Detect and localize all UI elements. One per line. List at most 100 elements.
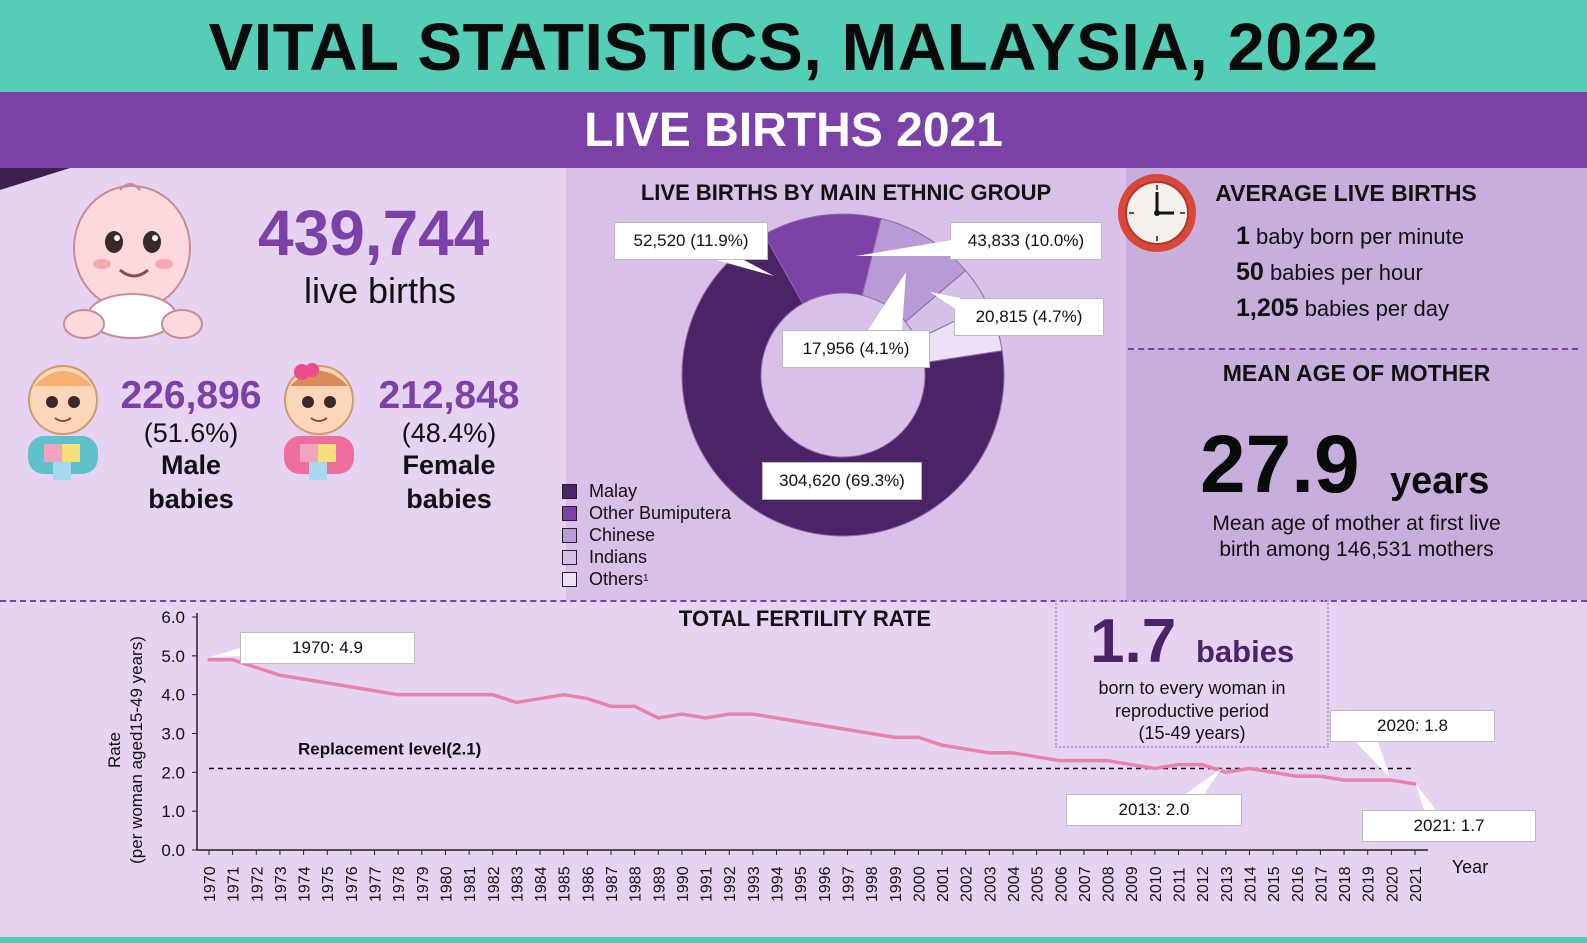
tfr-chart-title: TOTAL FERTILITY RATE (678, 606, 932, 631)
tfr-point-1980 (443, 693, 448, 697)
x-tick-label: 2000 (911, 866, 928, 902)
x-tick-label: 2015 (1266, 866, 1283, 902)
tfr-point-2016 (1295, 774, 1299, 778)
tfr-point-1994 (774, 716, 779, 720)
callout-2021: 2021: 1.7 (1362, 810, 1536, 842)
ribbon-fold-left (0, 168, 70, 190)
legend-label: Indians (589, 547, 648, 567)
legend-item-indians: Indians (562, 546, 731, 568)
average-text: baby born per minute (1256, 224, 1464, 249)
legend-footnote-mark: 1 (643, 573, 649, 584)
legend-swatch (562, 483, 577, 499)
tfr-line-chart: 0.0 1.0 2.0 3.0 4.0 5.0 6.0 1970 1971 1972 1973 197… (105, 608, 1488, 902)
y-tick-label: 6.0 (161, 608, 185, 627)
tfr-point-2006 (1058, 759, 1062, 763)
tfr-point-1981 (467, 693, 471, 697)
girl-baby-icon (284, 363, 354, 480)
x-tick-label: 2016 (1290, 866, 1307, 902)
x-tick-label: 1972 (249, 866, 266, 902)
tfr-point-1995 (798, 720, 802, 724)
tfr-callout-pointers (210, 648, 1436, 810)
x-tick-label: 2011 (1172, 867, 1189, 902)
x-tick-label: 2014 (1242, 866, 1259, 902)
legend-swatch (562, 505, 577, 521)
x-tick-label: 1981 (462, 866, 479, 902)
tfr-point-1996 (822, 724, 826, 728)
x-tick-label: 2010 (1148, 866, 1165, 902)
tfr-point-1988 (633, 704, 637, 708)
tfr-point-1984 (538, 696, 542, 701)
tfr-point-2019 (1366, 778, 1370, 782)
tfr-point-1986 (585, 696, 589, 701)
legend-label: Other Bumiputera (589, 503, 732, 523)
y-tick-label: 1.0 (161, 802, 185, 821)
tfr-box-line1: born to every woman in (1098, 678, 1286, 698)
tfr-point-2018 (1342, 778, 1346, 782)
donut-slice-malay (681, 233, 1005, 537)
male-label-line1: Male (160, 450, 222, 480)
tfr-point-1998 (869, 731, 873, 736)
tfr-point-2014 (1247, 766, 1252, 771)
x-tick-label: 2020 (1384, 866, 1401, 902)
total-births-value: 439,744 (258, 197, 490, 269)
tfr-point-2008 (1105, 759, 1110, 763)
male-value: 226,896 (120, 374, 262, 417)
callout-chinese: 43,833 (10.0%) (950, 222, 1102, 260)
y-tick-label: 4.0 (161, 686, 185, 705)
x-tick-label: 1999 (888, 866, 905, 902)
total-births-label: live births (303, 270, 457, 311)
legend-item-malay: Malay (562, 480, 731, 502)
x-tick-label: 1993 (746, 866, 763, 902)
legend-item-others: Others 1 (562, 568, 731, 590)
average-text: babies per day (1304, 296, 1450, 321)
baby-icon (63, 183, 203, 339)
tfr-point-1974 (301, 677, 306, 681)
x-tick-label: 2008 (1101, 866, 1118, 902)
average-panel (1126, 168, 1587, 600)
tfr-point-2013 (1224, 770, 1228, 774)
legend-label: Malay (589, 481, 638, 501)
section-title: LIVE BIRTHS 2021 (584, 104, 1003, 157)
ethnic-legend: Malay Other Bumiputera Chinese Indians O… (562, 480, 731, 590)
callout-pointers (716, 240, 960, 330)
y-axis-sublabel: (per woman aged15-49 years) (127, 636, 146, 864)
average-row-minute: 1 baby born per minute (1236, 222, 1464, 251)
x-tick-label: 1980 (438, 866, 455, 902)
tfr-big-unit: babies (1196, 634, 1295, 669)
tfr-point-1991 (703, 716, 708, 720)
female-value: 212,848 (378, 374, 520, 417)
x-tick-label: 2004 (1006, 866, 1023, 902)
tfr-point-1971 (231, 658, 235, 662)
mother-title: MEAN AGE OF MOTHER (1222, 360, 1491, 386)
x-tick-label: 1970 (202, 866, 219, 902)
boy-baby-icon (28, 365, 98, 480)
tfr-point-1983 (514, 700, 519, 705)
tfr-point-2020 (1389, 778, 1393, 782)
x-tick-label: 1991 (699, 866, 716, 902)
x-tick-label: 2001 (935, 866, 952, 902)
y-axis-label: Rate (105, 732, 124, 768)
mother-age-value: 27.9 (1200, 419, 1360, 510)
legend-label: Chinese (589, 525, 656, 545)
average-text: babies per hour (1269, 260, 1423, 285)
female-label-line2: babies (406, 484, 492, 514)
x-tick-label: 2012 (1195, 866, 1212, 902)
x-tick-label: 1984 (533, 866, 550, 902)
x-tick-label: 1986 (580, 866, 597, 902)
divider-horizontal (0, 600, 1587, 602)
tfr-point-1999 (893, 735, 897, 739)
mother-note-line2: birth among 146,531 mothers (1219, 538, 1494, 561)
tfr-point-1975 (325, 681, 329, 685)
replacement-level-label: Replacement level(2.1) (298, 739, 481, 758)
tfr-point-2015 (1271, 770, 1275, 774)
ethnic-chart-title: LIVE BIRTHS BY MAIN ETHNIC GROUP (640, 180, 1052, 205)
x-tick-label: 1989 (651, 866, 668, 902)
tfr-point-2007 (1082, 759, 1086, 763)
tfr-point-1976 (349, 685, 353, 689)
x-tick-label: 1992 (722, 866, 739, 902)
tfr-point-2005 (1035, 755, 1039, 759)
legend-swatch (562, 527, 577, 543)
subtitle-ribbon: LIVE BIRTHS 2021 (0, 92, 1587, 168)
average-row-hour: 50 babies per hour (1236, 258, 1423, 287)
tfr-point-2010 (1153, 766, 1157, 771)
